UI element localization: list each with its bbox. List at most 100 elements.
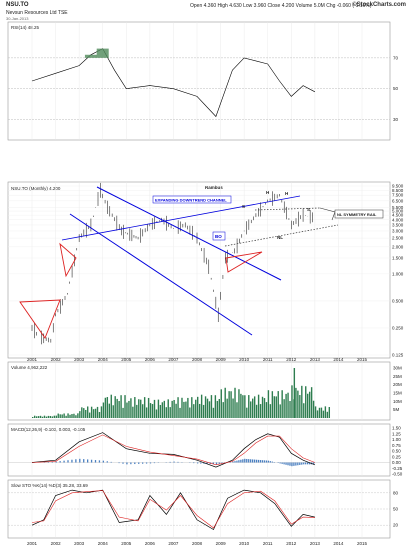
volume-bar [171, 400, 173, 418]
volume-bar [218, 398, 221, 418]
volume-bar [175, 403, 177, 418]
volume-bar [153, 399, 156, 418]
chart-header: NSU.TO Nevsun Resources Ltd TSE Open 4.3… [0, 0, 410, 21]
volume-bar [108, 403, 111, 418]
x-tick-label-bottom: 2013 [310, 541, 321, 546]
volume-bar [61, 414, 63, 418]
volume-bar [151, 404, 154, 418]
rambus-title: Rambus [205, 185, 223, 190]
volume-bar [92, 409, 95, 418]
macd-histogram-bar [71, 459, 73, 463]
volume-bar [308, 391, 311, 418]
rsi-overbought-fill [96, 48, 109, 58]
sto-tick-label: 50 [393, 507, 399, 512]
volume-tick-label: 15M [393, 391, 402, 396]
volume-bar [328, 407, 331, 418]
macd-histogram-bar [212, 462, 215, 465]
macd-histogram-bar [177, 461, 179, 463]
macd-histogram-bar [232, 461, 234, 463]
macd-histogram-bar [289, 462, 291, 466]
macd-histogram-bar [257, 459, 260, 463]
volume-bar [138, 399, 140, 418]
volume-bar [47, 415, 50, 418]
price-tick-label: 1.000 [392, 271, 404, 276]
x-tick-label-price: 2015 [357, 357, 368, 362]
macd-histogram-bar [248, 459, 250, 463]
s1-annotation: S [242, 204, 245, 209]
volume-bar [246, 407, 248, 418]
x-tick-label-price: 2014 [333, 357, 344, 362]
macd-histogram-bar [221, 462, 223, 464]
volume-bar [32, 417, 34, 418]
volume-bar [59, 414, 61, 418]
volume-bar [181, 397, 183, 418]
volume-bar [73, 413, 75, 418]
macd-histogram-bar [47, 461, 50, 463]
volume-bar [253, 396, 256, 418]
macd-histogram-bar [293, 462, 295, 466]
volume-bar [220, 389, 222, 418]
axis-labels: 2001 2001 2002 2002 2003 2003 2004 2004 2005 2005… [27, 55, 404, 546]
x-tick-label-bottom: 2004 [98, 541, 109, 546]
exchange-label: TSE [57, 10, 68, 16]
channel-annotation: EXPANDING DOWNTREND CHANNEL [155, 198, 227, 203]
volume-tick-label: 10M [393, 399, 402, 404]
macd-histogram-bar [312, 462, 315, 465]
macd-signal-line [31, 434, 316, 466]
price-series [31, 182, 313, 345]
chart-date: 30-Jan-2013 [6, 16, 29, 21]
volume-bar [281, 390, 283, 418]
volume-bar [195, 399, 197, 418]
x-tick-label-bottom: 2009 [216, 541, 227, 546]
volume-bar [202, 404, 205, 418]
x-tick-label-price: 2011 [263, 357, 273, 362]
macd-histogram-bar [130, 462, 132, 465]
macd-histogram-bar [206, 462, 208, 464]
quote-line: Open 4.360 High 4.630 Low 3.960 Close 4.… [190, 3, 372, 9]
volume-panel [7, 361, 391, 421]
volume-bar [130, 398, 132, 418]
volume-bar [90, 406, 93, 418]
price-label: NSU.TO (Monthly) 4.200 [11, 186, 61, 191]
volume-bar [179, 407, 181, 418]
macd-histogram-bar [126, 462, 128, 465]
volume-bar [324, 406, 327, 418]
volume-bar [236, 402, 238, 418]
volume-bar [297, 390, 299, 418]
volume-bar [161, 402, 164, 418]
volume-bar [289, 401, 291, 418]
price-tick-label: 3.500 [392, 222, 404, 227]
volume-bar [124, 395, 126, 418]
volume-bar [299, 395, 301, 418]
volume-bar [88, 412, 91, 418]
volume-bar [232, 398, 234, 418]
macd-histogram-bar [281, 462, 283, 464]
macd-histogram-bar [267, 460, 270, 463]
volume-bar [322, 410, 325, 418]
macd-tick-label: -0.50 [392, 472, 403, 477]
volume-bar [132, 406, 134, 418]
macd-tick-label: 0.00 [392, 460, 401, 465]
volume-bar [238, 389, 240, 418]
x-tick-label-bottom: 2006 [145, 541, 156, 546]
volume-bar [85, 409, 87, 418]
volume-tick-label: 20M [393, 382, 402, 387]
price-panel [7, 181, 391, 359]
price-tick-label: 2.000 [392, 244, 404, 249]
channel-upper-line [96, 186, 282, 281]
price-tick-label: 0.125 [392, 353, 404, 358]
volume-bar [263, 398, 266, 418]
macd-histogram-bar [244, 458, 246, 463]
macd-histogram-bar [149, 462, 152, 464]
volume-bar [242, 395, 244, 418]
symmetry-rail [254, 207, 321, 211]
volume-bar [189, 407, 191, 418]
channel-middle-line [61, 195, 301, 241]
macd-histogram-bar [279, 462, 281, 464]
macd-histogram-bar [153, 462, 156, 464]
macd-histogram-bar [59, 461, 61, 463]
volume-bar [287, 392, 289, 418]
volume-bar [149, 403, 152, 418]
red-triangle-2001 [19, 299, 61, 339]
volume-bar [87, 406, 89, 418]
